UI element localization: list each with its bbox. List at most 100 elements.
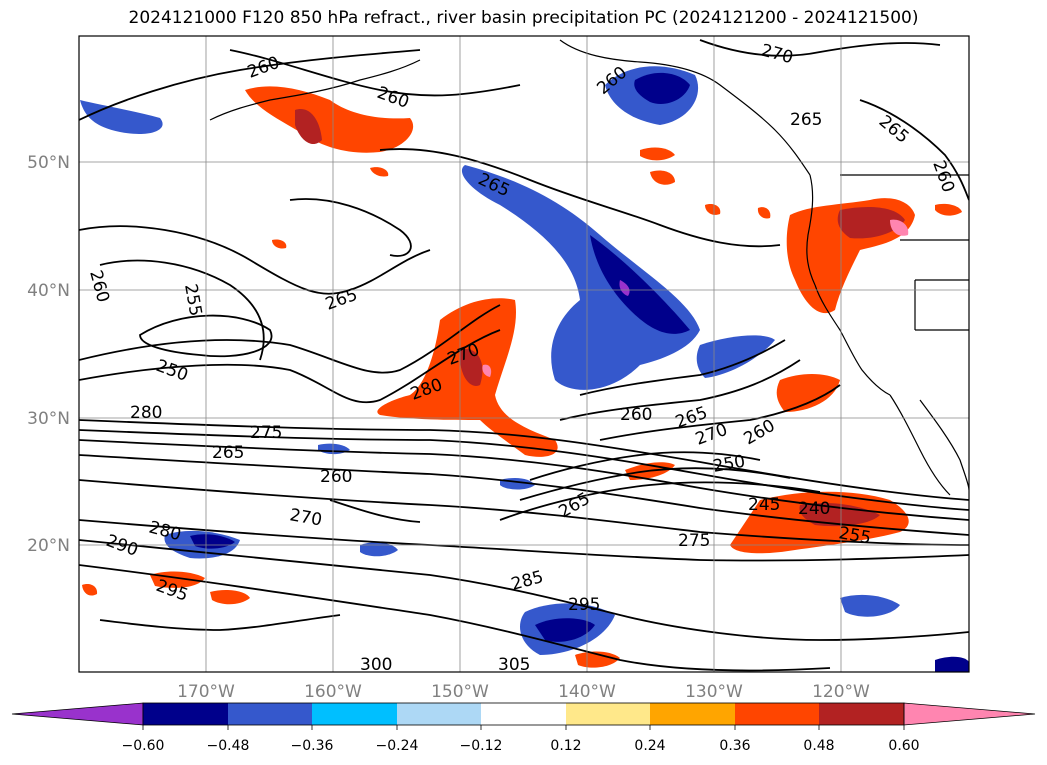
pink-west-coast — [890, 219, 909, 236]
british-columbia-coast — [806, 174, 816, 286]
orange-southcal-offshore — [776, 374, 840, 412]
contour-label: 245 — [748, 495, 780, 515]
colorbar-segment — [228, 703, 312, 725]
colorbar-extend-left — [11, 702, 144, 726]
colorbar-segment — [735, 703, 819, 725]
contour-line — [79, 329, 501, 404]
contour-label: 300 — [360, 655, 392, 675]
orange-small-3 — [272, 239, 287, 249]
colorbar-extend-right — [903, 702, 1036, 726]
contour-line — [99, 259, 265, 361]
lat-label: 30°N — [27, 409, 70, 429]
contour-line — [559, 359, 801, 421]
purple-core-gulf — [619, 280, 630, 296]
contour-label: 265 — [790, 110, 822, 130]
longitude-labels: 170°W 160°W 150°W 140°W 130°W 120°W — [177, 682, 870, 702]
colorbar-tick-label: −0.12 — [460, 738, 503, 754]
ocean-background — [79, 36, 969, 672]
blue-far-east-bottom — [935, 656, 969, 672]
colorbar-tick-label: 0.60 — [888, 738, 919, 754]
contour-line — [79, 49, 421, 121]
contour-line — [99, 614, 341, 631]
contour-label: 240 — [798, 499, 830, 519]
blue-aleutian-west — [80, 100, 163, 135]
colorbar-segment — [397, 703, 481, 725]
contour-line — [859, 99, 969, 201]
contour-line — [499, 481, 821, 521]
colorbar-tick-labels: −0.60 −0.48 −0.36 −0.24 −0.12 0.12 0.24 … — [122, 738, 920, 754]
orange-south-pacific — [575, 651, 620, 668]
orange-alaska-pen — [245, 86, 414, 153]
lon-label: 160°W — [304, 682, 362, 702]
contour-line — [229, 49, 521, 97]
lat-label: 50°N — [27, 153, 70, 173]
colorbar-segment — [143, 703, 228, 725]
lat-label: 20°N — [27, 536, 70, 556]
orange-small-4 — [370, 167, 389, 177]
contour-line — [579, 339, 786, 396]
colorbar-tick-label: −0.60 — [122, 738, 165, 754]
colorbar-segment — [566, 703, 650, 725]
red-alaska-pen — [295, 109, 322, 145]
colorbar-tick-label: −0.24 — [376, 738, 419, 754]
contour-line — [79, 539, 969, 641]
contour-label: 305 — [498, 655, 530, 675]
colorbar-segment — [312, 703, 397, 725]
contour-label: 295 — [568, 595, 600, 615]
red-west-coast — [837, 207, 905, 239]
blue-baja-east — [840, 594, 900, 617]
darkblue-core-gulf — [590, 235, 690, 334]
pink-midpacific — [482, 364, 492, 377]
contour-line — [79, 304, 501, 374]
orange-gulf-north — [640, 147, 675, 161]
contour-line — [79, 225, 431, 295]
contour-line — [699, 39, 941, 57]
lon-label: 170°W — [177, 682, 235, 702]
alaska-coast — [559, 39, 811, 176]
contour-label: 280 — [130, 403, 162, 423]
alaska-peninsula — [209, 59, 421, 121]
orange-small-1 — [705, 204, 721, 215]
darkblue-alaska-panhandle — [634, 72, 690, 105]
contour-line — [379, 148, 781, 248]
contour-line — [599, 384, 841, 441]
darkblue-south-pacific — [535, 618, 595, 642]
us-west-coast — [814, 284, 891, 396]
lon-label: 120°W — [812, 682, 870, 702]
orange-gulf-2 — [650, 170, 675, 185]
colorbar-segment — [481, 703, 566, 725]
colorbar-tick-label: 0.12 — [550, 738, 581, 754]
gridlines — [79, 36, 969, 672]
contour-label: 260 — [320, 467, 352, 487]
coastlines — [209, 39, 969, 496]
orange-small-5 — [82, 584, 98, 596]
contour-label: 275 — [678, 531, 710, 551]
contour-line — [529, 451, 761, 481]
latitude-labels: 50°N 40°N 30°N 20°N — [27, 153, 70, 556]
contour-line — [329, 499, 421, 523]
map-title: 2024121000 F120 850 hPa refract., river … — [128, 8, 919, 28]
blue-california-offshore — [696, 335, 775, 378]
map-border — [78, 35, 970, 673]
orange-small-2 — [757, 207, 771, 219]
baja-coast — [889, 394, 951, 496]
colorbar-ticks — [142, 725, 905, 730]
colorbar: −0.60 −0.48 −0.36 −0.24 −0.12 0.12 0.24 … — [11, 702, 1036, 754]
contour-line — [519, 467, 791, 501]
colorbar-tick-label: 0.48 — [803, 738, 834, 754]
contour-line — [289, 198, 412, 257]
lon-label: 150°W — [431, 682, 489, 702]
colorbar-tick-label: 0.36 — [719, 738, 750, 754]
blue-band-gulf — [461, 165, 700, 390]
red-midpacific — [459, 349, 483, 386]
orange-hawaii-2 — [210, 590, 250, 605]
mexico-coast — [919, 399, 969, 491]
colorbar-border — [142, 702, 905, 726]
lon-label: 140°W — [558, 682, 616, 702]
blue-small-2 — [360, 542, 398, 557]
lon-label: 130°W — [685, 682, 743, 702]
map-plot-area: 260 260 270 260 265 265 265 260 260 255 … — [79, 36, 969, 675]
colorbar-segment — [650, 703, 735, 725]
lat-label: 40°N — [27, 281, 70, 301]
